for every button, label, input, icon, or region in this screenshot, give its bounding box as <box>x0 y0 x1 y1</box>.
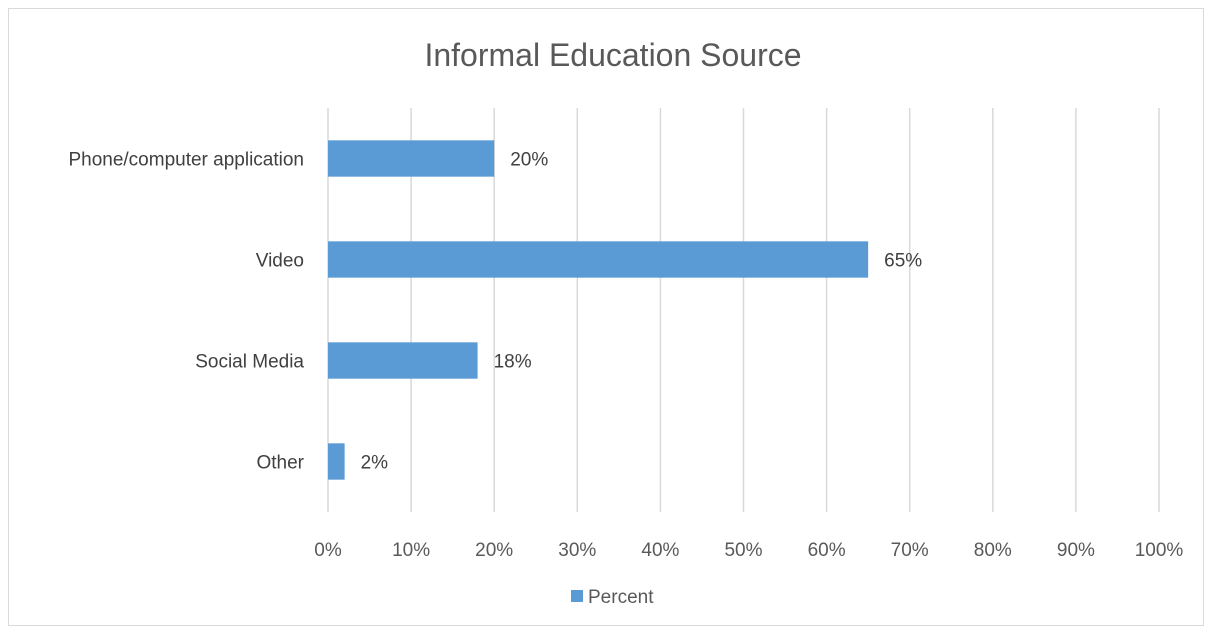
legend-label: Percent <box>588 587 654 608</box>
category-label: Video <box>256 251 304 272</box>
chart-title: Informal Education Source <box>424 37 801 73</box>
bar <box>328 241 869 278</box>
category-label: Other <box>256 453 304 474</box>
x-tick-label: 60% <box>808 540 846 561</box>
legend-swatch <box>571 590 583 602</box>
x-tick-label: 80% <box>974 540 1012 561</box>
x-tick-label: 40% <box>641 540 679 561</box>
data-labels: 20% 65% 18% 2% <box>361 150 923 474</box>
data-label: 18% <box>494 352 532 373</box>
legend: Percent <box>571 587 654 608</box>
x-tick-label: 90% <box>1057 540 1095 561</box>
bar <box>328 342 478 379</box>
x-tick-label: 20% <box>475 540 513 561</box>
x-tick-label: 50% <box>724 540 762 561</box>
x-axis-tick-labels: 0% 10% 20% 30% 40% 50% 60% 70% 80% 90% 100% <box>314 540 1183 561</box>
x-tick-label: 0% <box>314 540 342 561</box>
chart-frame <box>8 8 1204 626</box>
bar <box>328 443 345 480</box>
x-tick-label: 10% <box>392 540 430 561</box>
category-labels: Phone/computer application Video Social Me… <box>68 150 304 474</box>
bars <box>328 140 869 480</box>
category-label: Social Media <box>195 352 304 373</box>
x-tick-label: 100% <box>1135 540 1184 561</box>
category-label: Phone/computer application <box>68 150 304 171</box>
data-label: 2% <box>361 453 389 474</box>
x-tick-label: 30% <box>558 540 596 561</box>
data-label: 65% <box>884 251 922 272</box>
x-tick-label: 70% <box>891 540 929 561</box>
data-label: 20% <box>510 150 548 171</box>
bar <box>328 140 495 177</box>
